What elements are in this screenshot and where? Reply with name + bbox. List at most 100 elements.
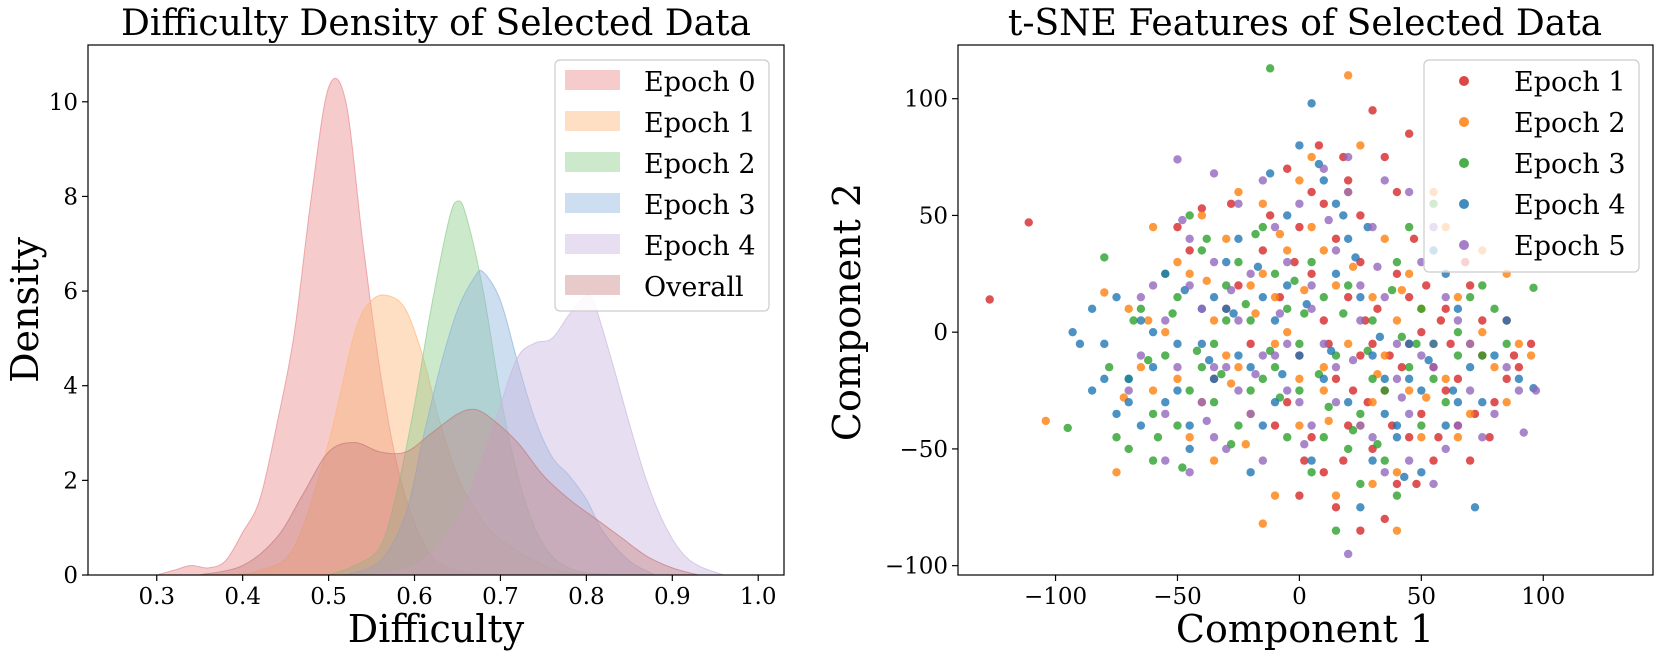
tsne-point-epoch-4 [1229,309,1238,318]
tsne-point-epoch-1 [1339,456,1348,465]
tsne-point-epoch-1 [1307,187,1316,197]
tsne-point-epoch-5 [1368,433,1377,442]
tsne-point-epoch-4 [1343,234,1353,243]
tsne-point-epoch-1 [1283,398,1292,407]
tsne-point-epoch-4 [1465,363,1475,372]
tsne-point-epoch-5 [1161,456,1170,465]
tsne-point-epoch-5 [1173,155,1182,164]
tsne-point-epoch-5 [1453,421,1463,430]
tsne-point-epoch-4 [1441,421,1450,430]
density-y-ticks: 0 2 4 6 8 10 [49,90,88,589]
tsne-point-epoch-4 [1258,421,1268,430]
tsne-point-epoch-2 [1368,398,1377,407]
tsne-point-epoch-2 [1392,468,1402,477]
density-y-tick-label: 8 [63,184,78,210]
tsne-y-tick-label: −50 [899,437,948,463]
tsne-point-epoch-2 [1100,288,1109,297]
tsne-point-epoch-2 [1270,491,1280,500]
tsne-point-epoch-2 [1173,374,1182,384]
tsne-point-epoch-2 [1209,456,1219,465]
tsne-point-epoch-2 [1380,234,1389,243]
tsne-point-epoch-3 [1209,398,1219,407]
tsne-point-epoch-5 [1348,355,1358,365]
tsne-point-epoch-4 [1278,370,1287,379]
tsne-point-epoch-3 [1392,257,1402,267]
tsne-point-epoch-2 [1392,316,1402,325]
tsne-point-epoch-5 [1331,398,1341,407]
tsne-point-epoch-5 [1251,370,1260,379]
tsne-point-epoch-4 [1380,409,1389,419]
tsne-point-epoch-3 [1185,211,1194,220]
tsne-point-epoch-1 [1412,479,1421,489]
density-x-tick-label: 0.6 [396,584,433,610]
tsne-point-epoch-2 [1392,526,1402,535]
tsne-point-epoch-4 [1112,292,1121,302]
tsne-point-epoch-1 [1478,316,1487,325]
tsne-point-epoch-1 [1404,129,1414,138]
tsne-point-epoch-1 [1283,164,1292,173]
tsne-point-epoch-1 [1356,526,1365,535]
tsne-point-epoch-3 [1063,423,1072,433]
tsne-point-epoch-4 [1185,421,1194,430]
tsne-point-epoch-5 [1295,199,1304,208]
density-x-tick-label: 0.8 [568,584,605,610]
tsne-point-epoch-1 [1290,257,1299,267]
tsne-point-epoch-3 [1283,433,1292,442]
tsne-point-epoch-3 [1148,456,1158,465]
tsne-point-epoch-4 [1124,374,1133,384]
tsne-point-epoch-2 [1275,229,1285,239]
tsne-point-epoch-3 [1502,339,1511,349]
tsne-point-epoch-5 [1185,281,1194,290]
tsne-point-epoch-4 [1514,374,1524,384]
tsne-x-tick-label: 0 [1292,584,1307,610]
tsne-point-epoch-3 [1392,491,1402,500]
tsne-point-epoch-3 [1197,246,1207,255]
density-x-tick-label: 0.5 [310,584,347,610]
tsne-point-epoch-5 [1392,339,1402,349]
tsne-point-epoch-4 [1246,468,1255,477]
tsne-point-epoch-4 [1222,304,1231,314]
tsne-point-epoch-5 [1319,339,1328,349]
tsne-point-epoch-2 [1319,386,1328,395]
tsne-point-epoch-3 [1300,309,1309,318]
tsne-point-epoch-1 [1465,281,1475,290]
tsne-y-tick-label: −100 [885,554,948,580]
tsne-point-epoch-5 [1161,316,1170,325]
tsne-point-epoch-4 [1404,374,1414,384]
tsne-point-epoch-4 [1283,281,1292,290]
tsne-point-epoch-3 [1153,433,1163,442]
density-legend-swatch [565,152,620,172]
tsne-point-epoch-4 [1161,269,1170,279]
tsne-point-epoch-4 [1404,339,1414,349]
tsne-point-epoch-1 [1024,218,1033,227]
tsne-point-epoch-1 [1265,211,1275,220]
density-x-tick-label: 0.9 [654,584,691,610]
tsne-x-ticks: −100 −50 0 50 100 [1024,575,1565,610]
tsne-point-epoch-3 [1356,409,1365,419]
density-y-tick-label: 4 [63,374,78,400]
tsne-point-epoch-3 [1295,339,1304,349]
tsne-point-epoch-4 [1124,398,1133,407]
tsne-point-epoch-3 [1197,363,1207,372]
tsne-point-epoch-5 [1453,316,1463,325]
tsne-point-epoch-3 [1319,433,1328,442]
tsne-point-epoch-1 [1485,433,1494,442]
tsne-point-epoch-3 [1478,351,1487,360]
tsne-point-epoch-4 [1356,292,1365,302]
tsne-point-epoch-5 [1209,433,1219,442]
tsne-point-epoch-4 [1234,234,1243,243]
tsne-point-epoch-3 [1465,292,1475,302]
density-legend-label: Epoch 0 [644,67,756,98]
tsne-point-epoch-5 [1202,416,1211,426]
density-area-epoch-0 [156,77,501,576]
tsne-point-epoch-5 [1283,257,1292,267]
tsne-point-epoch-2 [1283,327,1292,337]
tsne-point-epoch-1 [1404,433,1414,442]
tsne-point-epoch-3 [1397,332,1407,342]
tsne-point-epoch-4 [1087,304,1097,314]
tsne-point-epoch-2 [1319,246,1328,255]
tsne-point-epoch-2 [1258,199,1268,208]
tsne-point-epoch-1 [1356,351,1365,360]
tsne-point-epoch-1 [1295,222,1304,232]
tsne-legend: Epoch 1 Epoch 2 Epoch 3 Epoch 4 Epoch 5 [1423,59,1640,273]
